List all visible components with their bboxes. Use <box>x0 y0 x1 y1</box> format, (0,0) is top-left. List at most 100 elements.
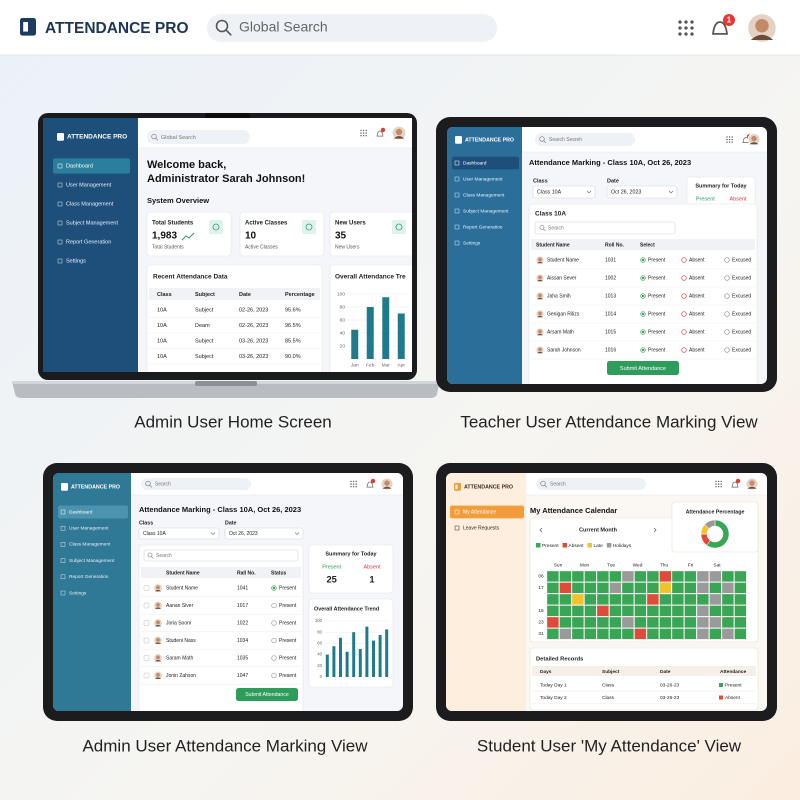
calendar-day[interactable] <box>646 616 659 628</box>
calendar-day[interactable] <box>546 593 559 605</box>
nav-item[interactable]: User Management <box>69 525 109 531</box>
checkbox[interactable] <box>143 602 150 609</box>
month-prev[interactable] <box>539 527 543 533</box>
calendar-day[interactable] <box>721 628 734 640</box>
calendar-day[interactable] <box>646 593 659 605</box>
calendar-day[interactable] <box>596 582 609 594</box>
nav-item[interactable]: Subject Management <box>463 208 509 214</box>
nav-item[interactable]: Report Generation <box>463 224 503 230</box>
calendar-day[interactable] <box>634 628 647 640</box>
calendar-day[interactable] <box>621 616 634 628</box>
submit-button[interactable] <box>236 688 298 701</box>
calendar-day[interactable] <box>646 628 659 640</box>
select[interactable] <box>606 185 678 199</box>
radio[interactable] <box>724 329 730 335</box>
calendar-day[interactable] <box>559 628 572 640</box>
calendar-day[interactable] <box>596 616 609 628</box>
radio[interactable] <box>724 347 730 353</box>
calendar-day[interactable] <box>734 593 747 605</box>
calendar-day[interactable] <box>709 570 722 582</box>
nav-item[interactable]: Dashboard <box>463 160 487 166</box>
calendar-day[interactable] <box>584 582 597 594</box>
calendar-day[interactable] <box>609 628 622 640</box>
bell-icon[interactable] <box>376 130 384 137</box>
radio[interactable] <box>271 602 277 609</box>
nav-item[interactable]: Report Generation <box>66 239 111 245</box>
calendar-day[interactable] <box>721 605 734 617</box>
calendar-day[interactable] <box>634 605 647 617</box>
nav-active[interactable] <box>450 505 524 519</box>
calendar-day[interactable] <box>571 628 584 640</box>
calendar-day[interactable] <box>659 593 672 605</box>
calendar-day[interactable] <box>609 593 622 605</box>
calendar-day[interactable] <box>684 593 697 605</box>
calendar-day[interactable] <box>696 570 709 582</box>
calendar-day[interactable] <box>609 570 622 582</box>
nav-item[interactable]: Class Management <box>463 192 505 198</box>
calendar-day[interactable] <box>659 570 672 582</box>
calendar-day[interactable] <box>734 570 747 582</box>
calendar-day[interactable] <box>546 616 559 628</box>
calendar-day[interactable] <box>659 628 672 640</box>
nav-item[interactable]: Dashboard <box>66 163 93 169</box>
button-label[interactable]: Submit Attendance <box>245 692 289 698</box>
nav-item[interactable]: Leave Requests <box>463 525 500 531</box>
calendar-day[interactable] <box>684 582 697 594</box>
calendar-day[interactable] <box>721 593 734 605</box>
checkbox[interactable] <box>143 620 150 626</box>
calendar-day[interactable] <box>609 582 622 594</box>
radio[interactable] <box>724 311 730 317</box>
radio[interactable] <box>271 637 277 644</box>
radio[interactable] <box>271 655 277 661</box>
calendar-day[interactable] <box>634 616 647 628</box>
calendar-day[interactable] <box>559 570 572 582</box>
calendar-day[interactable] <box>671 570 684 582</box>
calendar-day[interactable] <box>596 593 609 605</box>
calendar-day[interactable] <box>546 582 559 594</box>
bell-icon[interactable] <box>712 21 728 35</box>
calendar-day[interactable] <box>559 605 572 617</box>
calendar-day[interactable] <box>546 628 559 640</box>
calendar-day[interactable] <box>621 605 634 617</box>
calendar-day[interactable] <box>709 593 722 605</box>
calendar-day[interactable] <box>621 628 634 640</box>
nav-item[interactable]: User Management <box>66 182 112 188</box>
radio[interactable] <box>681 311 687 317</box>
nav-item[interactable]: Dashboard <box>69 509 93 515</box>
bell-icon[interactable] <box>731 481 739 488</box>
calendar-day[interactable] <box>546 570 559 582</box>
checkbox[interactable] <box>143 672 150 679</box>
calendar-day[interactable] <box>584 593 597 605</box>
nav-active[interactable] <box>452 156 519 170</box>
calendar-day[interactable] <box>559 616 572 628</box>
radio[interactable] <box>681 329 687 335</box>
calendar-day[interactable] <box>659 605 672 617</box>
nav-item[interactable]: Report Generation <box>69 574 109 580</box>
radio[interactable] <box>724 275 730 281</box>
calendar-day[interactable] <box>559 582 572 594</box>
calendar-day[interactable] <box>584 616 597 628</box>
calendar-day[interactable] <box>646 582 659 594</box>
calendar-day[interactable] <box>721 582 734 594</box>
list-search[interactable] <box>534 221 676 235</box>
nav-active[interactable] <box>53 158 130 174</box>
calendar-day[interactable] <box>646 605 659 617</box>
bell-icon[interactable] <box>366 481 374 488</box>
calendar-day[interactable] <box>709 616 722 628</box>
search-box[interactable] <box>141 478 251 490</box>
calendar-day[interactable] <box>671 616 684 628</box>
calendar-day[interactable] <box>596 570 609 582</box>
select[interactable] <box>224 527 304 540</box>
calendar-day[interactable] <box>659 616 672 628</box>
calendar-day[interactable] <box>659 582 672 594</box>
calendar-day[interactable] <box>621 582 634 594</box>
calendar-day[interactable] <box>584 605 597 617</box>
calendar-day[interactable] <box>609 605 622 617</box>
calendar-day[interactable] <box>721 570 734 582</box>
calendar-day[interactable] <box>734 628 747 640</box>
nav-item[interactable]: User Management <box>463 176 503 182</box>
radio[interactable] <box>724 293 730 299</box>
calendar-day[interactable] <box>734 616 747 628</box>
calendar-day[interactable] <box>634 593 647 605</box>
calendar-day[interactable] <box>571 593 584 605</box>
